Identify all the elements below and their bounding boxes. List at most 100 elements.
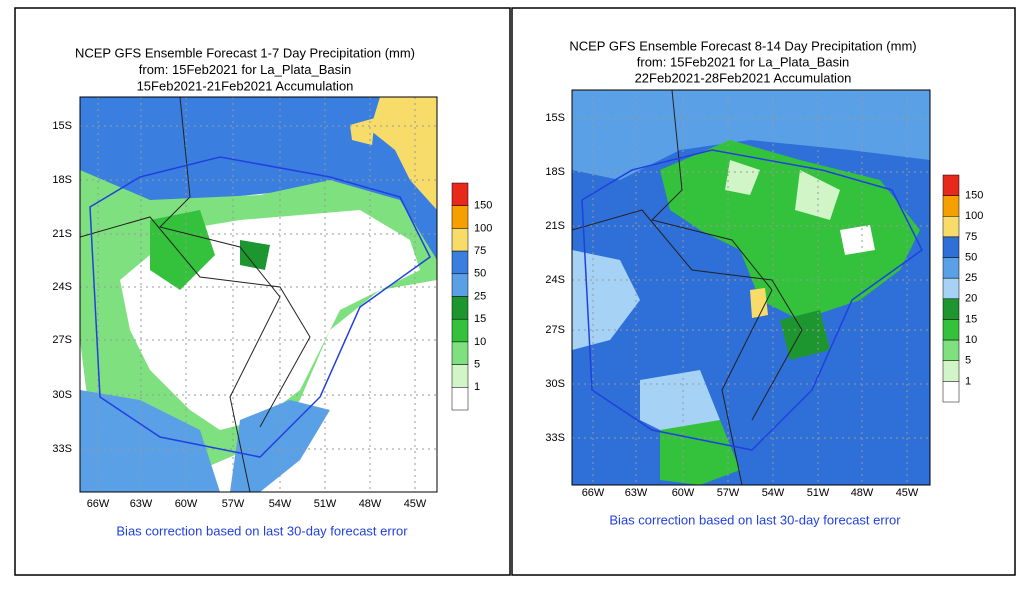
lon-label: 51W bbox=[314, 498, 337, 510]
legend-swatch bbox=[451, 318, 469, 343]
precip-region bbox=[795, 170, 840, 220]
legend-swatch bbox=[451, 228, 469, 252]
precip-region bbox=[370, 97, 437, 210]
lon-label: 66W bbox=[87, 498, 110, 510]
map-title: 15Feb2021-21Feb2021 Accumulation bbox=[137, 78, 354, 93]
map-frame bbox=[79, 96, 438, 493]
lat-label: 33S bbox=[545, 432, 565, 444]
map-area bbox=[80, 97, 437, 492]
legend-label: 5 bbox=[474, 359, 480, 371]
lon-label: 48W bbox=[359, 498, 382, 510]
lon-label: 54W bbox=[762, 487, 785, 499]
legend-label: 50 bbox=[965, 251, 977, 263]
lat-label: 18S bbox=[545, 166, 565, 178]
legend-swatch bbox=[942, 360, 960, 382]
lat-label: 24S bbox=[545, 274, 565, 286]
lat-label: 33S bbox=[52, 443, 72, 455]
map-title: from: 15Feb2021 for La_Plata_Basin bbox=[637, 54, 849, 69]
map-title: 22Feb2021-28Feb2021 Accumulation bbox=[635, 70, 852, 85]
bias-note: Bias correction based on last 30-day for… bbox=[116, 523, 408, 538]
legend-label: 15 bbox=[965, 313, 977, 325]
legend-label: 5 bbox=[965, 355, 971, 367]
lon-label: 45W bbox=[404, 498, 427, 510]
precip-region bbox=[572, 90, 930, 180]
precip-region bbox=[725, 160, 760, 195]
panel-border bbox=[511, 7, 1016, 576]
legend-label: 75 bbox=[474, 245, 486, 257]
legend-swatch bbox=[942, 339, 960, 361]
legend-swatch bbox=[451, 341, 469, 365]
lon-label: 60W bbox=[175, 498, 198, 510]
legend-label: 10 bbox=[965, 334, 977, 346]
map-frame bbox=[571, 89, 931, 486]
basin-outline bbox=[89, 156, 431, 458]
legend-swatch bbox=[451, 364, 469, 388]
map-area bbox=[572, 90, 930, 485]
map-panel: NCEP GFS Ensemble Forecast 1-7 Day Preci… bbox=[14, 7, 511, 576]
legend-label: 150 bbox=[965, 190, 983, 202]
legend-label: 75 bbox=[965, 231, 977, 243]
legend-swatch bbox=[942, 277, 960, 300]
legend-label: 15 bbox=[474, 313, 486, 325]
bias-note: Bias correction based on last 30-day for… bbox=[609, 512, 901, 527]
lon-label: 54W bbox=[269, 498, 292, 510]
legend-label: 25 bbox=[474, 290, 486, 302]
legend-swatch bbox=[942, 174, 960, 196]
legend-label: 100 bbox=[474, 222, 492, 234]
legend-swatch bbox=[942, 298, 960, 320]
country-border bbox=[80, 216, 311, 428]
legend-label: 20 bbox=[965, 293, 977, 305]
lat-label: 30S bbox=[52, 389, 72, 401]
legend-swatch bbox=[942, 257, 960, 279]
map-title: from: 15Feb2021 for La_Plata_Basin bbox=[139, 62, 351, 77]
legend-swatch bbox=[451, 205, 469, 229]
country-border bbox=[159, 97, 281, 492]
lon-label: 51W bbox=[807, 487, 830, 499]
legend-label: 1 bbox=[965, 375, 971, 387]
lon-label: 66W bbox=[582, 487, 605, 499]
legend-swatch bbox=[942, 381, 960, 403]
precip-region bbox=[80, 390, 220, 492]
lon-label: 63W bbox=[625, 487, 648, 499]
lat-label: 21S bbox=[545, 220, 565, 232]
precip-region bbox=[80, 97, 437, 260]
lon-label: 60W bbox=[672, 487, 695, 499]
legend-swatch bbox=[451, 273, 469, 297]
lon-label: 57W bbox=[717, 487, 740, 499]
legend-swatch bbox=[451, 296, 469, 320]
precip-region bbox=[350, 118, 375, 145]
lat-label: 15S bbox=[52, 120, 72, 132]
legend-swatch bbox=[942, 236, 960, 258]
country-border bbox=[572, 209, 803, 421]
precip-region bbox=[750, 288, 768, 318]
precip-region bbox=[150, 210, 215, 290]
legend-label: 1 bbox=[474, 381, 480, 393]
legend-swatch bbox=[451, 250, 469, 275]
lat-label: 30S bbox=[545, 378, 565, 390]
precip-region bbox=[240, 240, 270, 270]
lon-label: 63W bbox=[130, 498, 153, 510]
legend-label: 100 bbox=[965, 210, 983, 222]
legend-label: 10 bbox=[474, 336, 486, 348]
precip-region bbox=[640, 370, 720, 440]
panel-border bbox=[14, 7, 511, 576]
lat-label: 18S bbox=[52, 174, 72, 186]
legend-label: 50 bbox=[474, 268, 486, 280]
legend-swatch bbox=[942, 319, 960, 341]
map-panel: NCEP GFS Ensemble Forecast 8-14 Day Prec… bbox=[511, 7, 1016, 576]
legend-label: 150 bbox=[474, 200, 492, 212]
precip-region bbox=[660, 140, 920, 320]
basin-outline bbox=[581, 149, 923, 451]
lon-label: 45W bbox=[896, 487, 919, 499]
lon-label: 48W bbox=[851, 487, 874, 499]
legend-swatch bbox=[942, 195, 960, 217]
legend-swatch bbox=[942, 216, 960, 238]
lat-label: 24S bbox=[52, 281, 72, 293]
lat-label: 27S bbox=[545, 324, 565, 336]
lat-label: 21S bbox=[52, 228, 72, 240]
legend-label: 25 bbox=[965, 272, 977, 284]
lon-label: 57W bbox=[222, 498, 245, 510]
lat-label: 15S bbox=[545, 112, 565, 124]
country-border bbox=[651, 90, 773, 485]
